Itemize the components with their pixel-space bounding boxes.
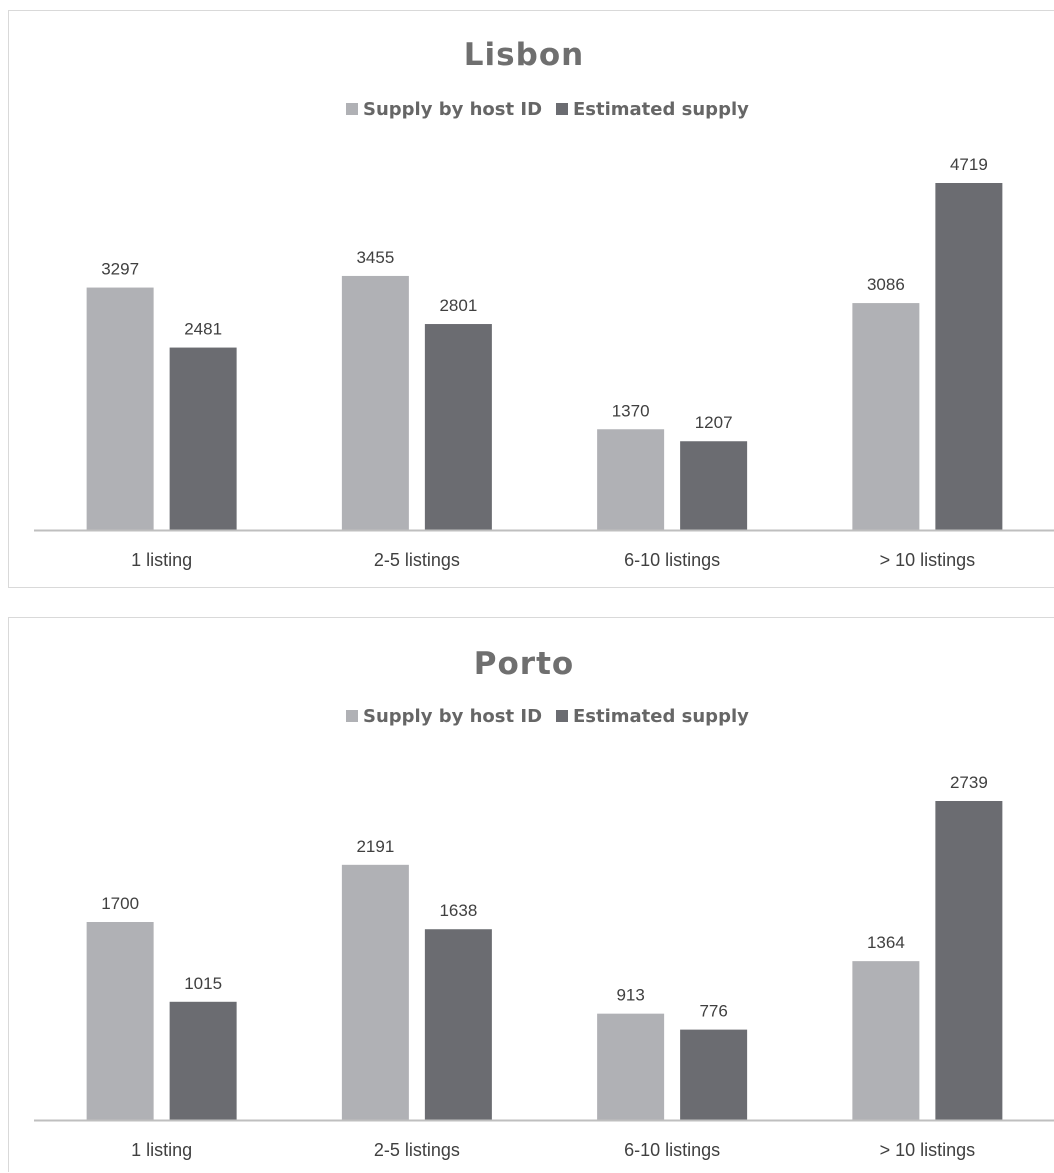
bar-estimated-supply-1-listing (169, 1001, 237, 1120)
bar-estimated-supply-6-10-listings (680, 1029, 748, 1120)
bar-supply-by-host-id-6-10-listings (597, 429, 665, 530)
x-tick-label-1-listing: 1 listing (131, 1140, 192, 1160)
x-tick-label-10-listings: > 10 listings (880, 1140, 976, 1160)
data-label-supply-by-host-id-6-10-listings: 913 (616, 986, 644, 1005)
bar-estimated-supply-10-listings (935, 183, 1003, 530)
bar-estimated-supply-1-listing (169, 347, 237, 530)
legend-swatch-supply-by-host-id (346, 710, 358, 722)
x-tick-label-2-5-listings: 2-5 listings (374, 1140, 460, 1160)
data-label-supply-by-host-id-1-listing: 3297 (101, 260, 139, 279)
data-label-supply-by-host-id-10-listings: 1364 (867, 933, 905, 952)
bar-estimated-supply-10-listings (935, 801, 1003, 1120)
x-tick-label-6-10-listings: 6-10 listings (624, 550, 720, 570)
x-tick-label-6-10-listings: 6-10 listings (624, 1140, 720, 1160)
legend-swatch-supply-by-host-id (346, 103, 358, 115)
chart-title: Porto (474, 646, 574, 682)
data-label-supply-by-host-id-2-5-listings: 3455 (356, 248, 394, 267)
legend-swatch-estimated-supply (556, 103, 568, 115)
data-label-estimated-supply-6-10-listings: 776 (699, 1002, 727, 1021)
data-label-estimated-supply-10-listings: 4719 (950, 155, 988, 174)
x-tick-label-1-listing: 1 listing (131, 550, 192, 570)
data-label-supply-by-host-id-10-listings: 3086 (867, 275, 905, 294)
bar-estimated-supply-2-5-listings (424, 929, 492, 1120)
data-label-estimated-supply-2-5-listings: 2801 (439, 296, 477, 315)
bar-supply-by-host-id-2-5-listings (341, 275, 409, 530)
bar-chart-porto: Porto Supply by host ID Estimated supply 17… (34, 646, 1054, 1160)
chart-title: Lisbon (464, 37, 584, 73)
bar-supply-by-host-id-2-5-listings (341, 864, 409, 1120)
legend-label-estimated-supply: Estimated supply (573, 706, 749, 727)
bar-supply-by-host-id-10-listings (852, 303, 920, 530)
bar-supply-by-host-id-6-10-listings (597, 1013, 665, 1120)
data-label-estimated-supply-1-listing: 2481 (184, 320, 222, 339)
legend-label-supply-by-host-id: Supply by host ID (363, 706, 542, 727)
legend-label-supply-by-host-id: Supply by host ID (363, 99, 542, 120)
bar-supply-by-host-id-1-listing (86, 922, 154, 1120)
legend-label-estimated-supply: Estimated supply (573, 99, 749, 120)
bar-estimated-supply-2-5-listings (424, 324, 492, 530)
data-label-estimated-supply-2-5-listings: 1638 (439, 901, 477, 920)
x-tick-label-2-5-listings: 2-5 listings (374, 550, 460, 570)
chart-panel-porto: Porto Supply by host ID Estimated supply 17… (8, 617, 1054, 1172)
data-label-estimated-supply-10-listings: 2739 (950, 773, 988, 792)
chart-panel-lisbon: Lisbon Supply by host ID Estimated supply 3… (8, 10, 1054, 588)
x-tick-label-10-listings: > 10 listings (880, 550, 976, 570)
data-label-estimated-supply-6-10-listings: 1207 (695, 413, 733, 432)
data-label-supply-by-host-id-2-5-listings: 2191 (356, 837, 394, 856)
bar-estimated-supply-6-10-listings (680, 441, 748, 530)
data-label-estimated-supply-1-listing: 1015 (184, 974, 222, 993)
data-label-supply-by-host-id-6-10-listings: 1370 (612, 401, 650, 420)
data-label-supply-by-host-id-1-listing: 1700 (101, 894, 139, 913)
bar-supply-by-host-id-10-listings (852, 961, 920, 1120)
bar-chart-lisbon: Lisbon Supply by host ID Estimated supply 3… (34, 37, 1054, 570)
legend-swatch-estimated-supply (556, 710, 568, 722)
bar-supply-by-host-id-1-listing (86, 287, 154, 530)
